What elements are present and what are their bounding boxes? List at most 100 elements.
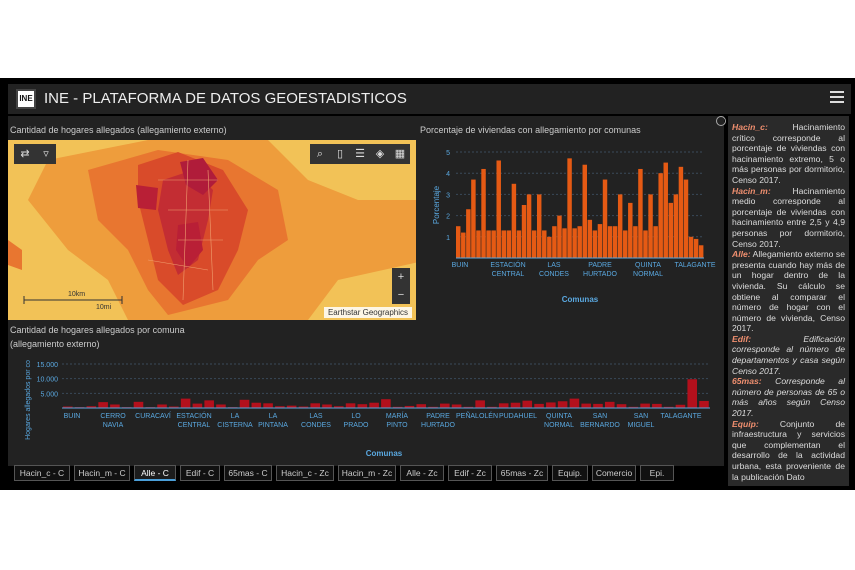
y-tick-label: 15.000 — [37, 362, 59, 369]
zoom-in-button[interactable]: + — [392, 268, 410, 286]
bar — [569, 398, 580, 408]
tab-hacin-m-c[interactable]: Hacin_m - C — [74, 465, 130, 481]
x-axis-title: Comunas — [562, 295, 599, 304]
glossary-text: Hacinamiento medio corresponde al porcen… — [732, 185, 845, 249]
bar — [416, 404, 427, 408]
top-chart-title: Porcentaje de viviendas con allegamiento… — [420, 125, 641, 135]
tab-edif-c[interactable]: Edif - C — [180, 465, 220, 481]
bar — [322, 404, 332, 408]
y-axis-title: Hogares allegados por co — [25, 360, 32, 440]
bar — [404, 405, 415, 408]
bar — [286, 405, 297, 408]
hamburger-menu-icon[interactable] — [830, 91, 844, 105]
scale-km-label: 10km — [68, 291, 86, 298]
bar — [557, 215, 562, 258]
bar — [63, 406, 73, 408]
x-tick-label: LA — [269, 413, 278, 420]
x-tick-label: NORMAL — [544, 422, 574, 429]
bar — [456, 226, 461, 258]
x-tick-label: BERNARDO — [580, 422, 620, 429]
bar — [678, 166, 684, 258]
x-tick-label: NORMAL — [633, 271, 663, 278]
glossary-entry: Hacin_m: Hacinamiento medio corresponde … — [732, 186, 845, 250]
bar — [658, 173, 663, 258]
bookmark-icon[interactable]: ▯ — [330, 144, 350, 164]
bar — [643, 230, 648, 258]
bar — [98, 402, 108, 408]
tab-hacin-c-c[interactable]: Hacin_c - C — [14, 465, 70, 481]
map-view[interactable]: ⇄ ▿ ⌕ ▯ ☰ ◈ ▦ + − 10km 10mi Earthstar Ge… — [8, 140, 416, 320]
bar — [593, 403, 603, 408]
glossary-text: Conjunto de infraestructura y servicios … — [732, 418, 845, 482]
glossary-entry: Equip: Conjunto de infraestructura y ser… — [732, 419, 845, 483]
glossary-text: Allegamiento externo se presenta cuando … — [732, 249, 845, 334]
x-tick-label: SAN — [634, 413, 648, 420]
glossary-term: Alle: — [732, 249, 751, 260]
x-tick-label: CISTERNA — [217, 422, 253, 429]
x-tick-label: PUDAHUEL — [499, 413, 537, 420]
x-tick-label: CENTRAL — [492, 271, 525, 278]
bar — [542, 230, 547, 258]
bar — [604, 401, 615, 408]
zoom-out-button[interactable]: − — [392, 286, 410, 304]
bar — [251, 402, 262, 408]
tab-65mas-zc[interactable]: 65mas - Zc — [496, 465, 548, 481]
bar — [688, 236, 694, 258]
bottom-chart-title-line2: (allegamiento externo) — [10, 339, 100, 349]
legend-icon[interactable]: ☰ — [350, 144, 370, 164]
bar — [602, 179, 608, 258]
bar — [592, 230, 598, 258]
search-icon[interactable]: ⌕ — [310, 144, 330, 164]
x-tick-label: SAN — [593, 413, 607, 420]
bar — [466, 209, 471, 258]
bar — [693, 238, 699, 258]
bar — [623, 230, 628, 258]
bar — [275, 406, 285, 408]
basemap-gallery-icon[interactable]: ▦ — [390, 144, 410, 164]
x-tick-label: ESTACIÓN — [176, 411, 211, 420]
x-tick-label: MIGUEL — [628, 422, 655, 429]
bar — [536, 194, 542, 258]
tab-equip[interactable]: Equip. — [552, 465, 588, 481]
bar — [157, 404, 167, 408]
bar — [204, 400, 214, 408]
bar — [333, 406, 344, 408]
tab-alle-c[interactable]: Alle - C — [134, 465, 176, 481]
tab-edif-zc[interactable]: Edif - Zc — [448, 465, 492, 481]
bar — [345, 403, 356, 408]
layers-icon[interactable]: ◈ — [370, 144, 390, 164]
bottom-bar-chart: 5.000 10.000 15.000 BUIN CERRO NAVIA CURACAVÍ E… — [25, 360, 710, 458]
bar — [521, 205, 527, 258]
bar — [192, 403, 203, 408]
x-tick-label: LA — [231, 413, 240, 420]
tab-alle-zc[interactable]: Alle - Zc — [400, 465, 444, 481]
map-tool-icon[interactable]: ⇄ — [14, 144, 36, 164]
bar — [675, 404, 686, 408]
glossary-text: Corresponde al número de personas de 65 … — [732, 376, 845, 419]
x-tick-label: TALAGANTE — [674, 262, 715, 269]
bar — [461, 232, 466, 258]
tab-65mas-c[interactable]: 65mas - C — [224, 465, 272, 481]
glossary-entry: Alle: Allegamiento externo se presenta c… — [732, 249, 845, 334]
bar — [552, 226, 557, 258]
bar — [476, 230, 481, 258]
x-tick-label: MARÍA — [386, 411, 409, 420]
bar — [640, 403, 650, 408]
bar — [475, 400, 485, 408]
glossary-term: Hacin_m: — [732, 185, 771, 196]
bar — [369, 402, 379, 408]
tab-hacin-c-zc[interactable]: Hacin_c - Zc — [276, 465, 334, 481]
ine-logo: INE — [16, 89, 36, 109]
tab-comercio[interactable]: Comercio — [592, 465, 636, 481]
expand-icon[interactable] — [716, 116, 726, 126]
bar — [698, 245, 704, 258]
x-tick-label: PINTANA — [258, 422, 288, 429]
bar — [582, 164, 587, 258]
bar — [663, 406, 674, 408]
chevron-down-icon[interactable]: ▿ — [36, 144, 56, 164]
scale-mi-label: 10mi — [96, 304, 112, 311]
tab-hacin-m-zc[interactable]: Hacin_m - Zc — [338, 465, 396, 481]
glossary-term: 65mas: — [732, 376, 762, 387]
tab-epi[interactable]: Epi. — [640, 465, 674, 481]
glossary-text: Hacinamiento crítico corresponde al porc… — [732, 122, 845, 185]
